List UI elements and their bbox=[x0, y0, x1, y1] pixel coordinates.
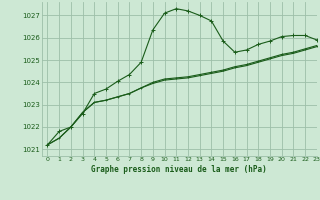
X-axis label: Graphe pression niveau de la mer (hPa): Graphe pression niveau de la mer (hPa) bbox=[91, 165, 267, 174]
